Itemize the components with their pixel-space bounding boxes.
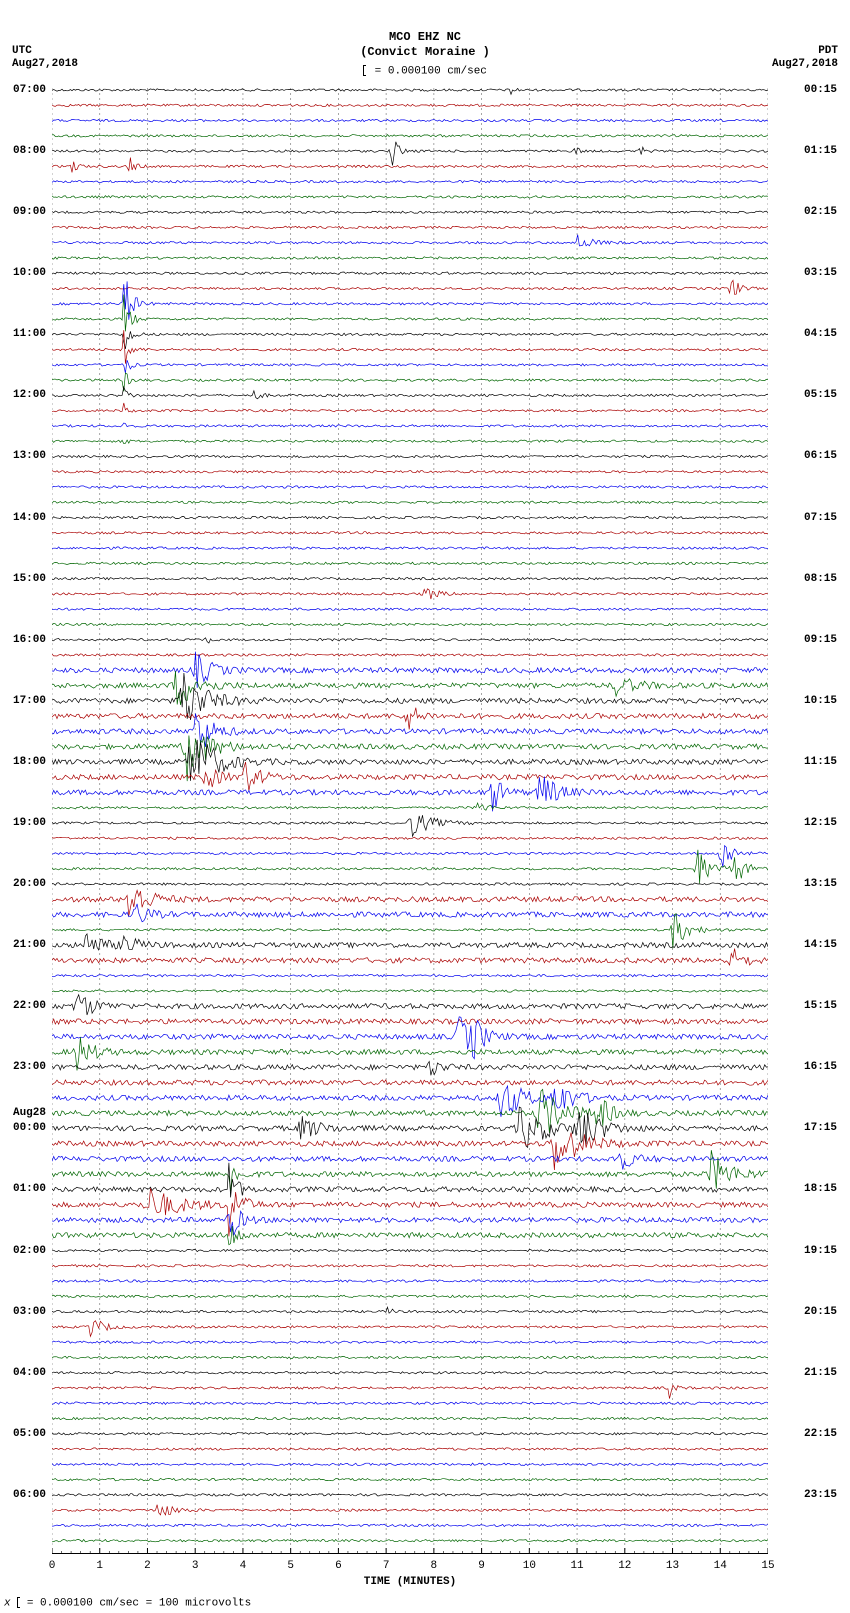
pdt-time-label: 19:15 bbox=[804, 1245, 837, 1257]
utc-time-label: 23:00 bbox=[13, 1061, 46, 1073]
pdt-time-label: 23:15 bbox=[804, 1489, 837, 1501]
x-axis-title: TIME (MINUTES) bbox=[52, 1576, 768, 1588]
x-tick-label: 11 bbox=[570, 1560, 583, 1572]
x-tick-label: 4 bbox=[240, 1560, 247, 1572]
pdt-time-label: 09:15 bbox=[804, 634, 837, 646]
utc-time-label: 21:00 bbox=[13, 939, 46, 951]
utc-time-label: 14:00 bbox=[13, 512, 46, 524]
utc-time-label: 20:00 bbox=[13, 878, 46, 890]
x-tick-label: 3 bbox=[192, 1560, 199, 1572]
pdt-time-label: 00:15 bbox=[804, 84, 837, 96]
pdt-time-label: 21:15 bbox=[804, 1367, 837, 1379]
pdt-time-label: 03:15 bbox=[804, 267, 837, 279]
utc-time-label: 19:00 bbox=[13, 817, 46, 829]
utc-time-label: 01:00 bbox=[13, 1183, 46, 1195]
pdt-time-label: 11:15 bbox=[804, 756, 837, 768]
right-time-labels: 00:1501:1502:1503:1504:1505:1506:1507:15… bbox=[800, 88, 842, 1554]
x-tick-label: 8 bbox=[431, 1560, 438, 1572]
utc-date: Aug27,2018 bbox=[12, 58, 78, 70]
x-tick-label: 0 bbox=[49, 1560, 56, 1572]
utc-time-label: 13:00 bbox=[13, 450, 46, 462]
utc-time-label: 15:00 bbox=[13, 573, 46, 585]
pdt-time-label: 14:15 bbox=[804, 939, 837, 951]
pdt-time-label: 16:15 bbox=[804, 1061, 837, 1073]
x-tick-label: 13 bbox=[666, 1560, 679, 1572]
x-tick-label: 2 bbox=[144, 1560, 151, 1572]
utc-time-label: 11:00 bbox=[13, 328, 46, 340]
pdt-time-label: 15:15 bbox=[804, 1000, 837, 1012]
utc-time-label: 06:00 bbox=[13, 1489, 46, 1501]
pdt-time-label: 18:15 bbox=[804, 1183, 837, 1195]
utc-time-label: 05:00 bbox=[13, 1428, 46, 1440]
x-tick-label: 1 bbox=[96, 1560, 103, 1572]
x-tick-label: 7 bbox=[383, 1560, 390, 1572]
station-title: MCO EHZ NC bbox=[0, 30, 850, 44]
x-tick-label: 14 bbox=[714, 1560, 727, 1572]
utc-time-label: 10:00 bbox=[13, 267, 46, 279]
left-time-labels: 07:0008:0009:0010:0011:0012:0013:0014:00… bbox=[8, 88, 50, 1554]
utc-time-label: 18:00 bbox=[13, 756, 46, 768]
scale-indicator: = 0.000100 cm/sec bbox=[0, 65, 850, 77]
station-location: (Convict Moraine ) bbox=[0, 45, 850, 59]
utc-time-label: 12:00 bbox=[13, 389, 46, 401]
pdt-time-label: 07:15 bbox=[804, 512, 837, 524]
pdt-time-label: 12:15 bbox=[804, 817, 837, 829]
pdt-time-label: 20:15 bbox=[804, 1306, 837, 1318]
pdt-time-label: 06:15 bbox=[804, 450, 837, 462]
pdt-time-label: 05:15 bbox=[804, 389, 837, 401]
utc-time-label: 03:00 bbox=[13, 1306, 46, 1318]
x-tick-label: 9 bbox=[478, 1560, 485, 1572]
x-tick-label: 12 bbox=[618, 1560, 631, 1572]
utc-time-label: 02:00 bbox=[13, 1245, 46, 1257]
utc-time-label: 09:00 bbox=[13, 206, 46, 218]
utc-time-label: 08:00 bbox=[13, 145, 46, 157]
utc-time-label: 07:00 bbox=[13, 84, 46, 96]
x-tick-label: 6 bbox=[335, 1560, 342, 1572]
pdt-time-label: 10:15 bbox=[804, 695, 837, 707]
pdt-time-label: 04:15 bbox=[804, 328, 837, 340]
pdt-time-label: 08:15 bbox=[804, 573, 837, 585]
utc-time-label: Aug28 bbox=[13, 1107, 46, 1119]
x-tick-label: 10 bbox=[523, 1560, 536, 1572]
x-tick-label: 5 bbox=[287, 1560, 294, 1572]
pdt-time-label: 01:15 bbox=[804, 145, 837, 157]
utc-time-label: 16:00 bbox=[13, 634, 46, 646]
pdt-time-label: 17:15 bbox=[804, 1122, 837, 1134]
x-tick-label: 15 bbox=[761, 1560, 774, 1572]
footer-scale: x = 0.000100 cm/sec = 100 microvolts bbox=[4, 1597, 251, 1609]
utc-label: UTC bbox=[12, 45, 32, 57]
utc-time-label: 22:00 bbox=[13, 1000, 46, 1012]
pdt-time-label: 22:15 bbox=[804, 1428, 837, 1440]
utc-time-label: 00:00 bbox=[13, 1122, 46, 1134]
seismogram-plot bbox=[52, 88, 768, 1554]
pdt-date: Aug27,2018 bbox=[772, 58, 838, 70]
pdt-label: PDT bbox=[818, 45, 838, 57]
utc-time-label: 04:00 bbox=[13, 1367, 46, 1379]
pdt-time-label: 02:15 bbox=[804, 206, 837, 218]
pdt-time-label: 13:15 bbox=[804, 878, 837, 890]
utc-time-label: 17:00 bbox=[13, 695, 46, 707]
